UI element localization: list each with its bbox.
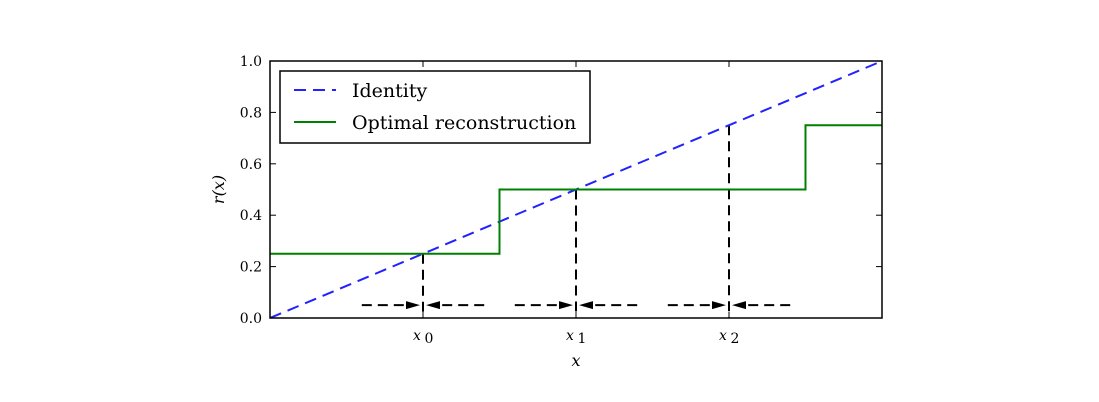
- y-axis-label: r(x): [209, 175, 228, 204]
- plot-area: [270, 61, 882, 318]
- x-tick-subscript: 2: [731, 331, 740, 347]
- x-tick-subscript: 1: [578, 331, 587, 347]
- y-tick-label: 0.0: [240, 311, 262, 327]
- legend-label: Optimal reconstruction: [352, 112, 576, 134]
- y-tick-label: 0.8: [240, 105, 262, 121]
- optimal-reconstruction-line: [270, 124, 882, 255]
- y-tick-label: 1.0: [240, 54, 262, 70]
- axes: 0.00.20.40.60.81.0x 0 x 1 x 2xr(x): [209, 54, 883, 370]
- x-tick-subscript: 0: [425, 331, 434, 347]
- arrow-head: [426, 301, 440, 310]
- y-tick-label: 0.2: [240, 260, 262, 276]
- arrow-head: [406, 301, 420, 310]
- x-tick-label: x: [566, 328, 574, 344]
- x-axis-label: x: [571, 351, 580, 370]
- legend: Identity Optimal reconstruction: [279, 70, 591, 144]
- arrow-head: [732, 301, 746, 310]
- arrow-head: [712, 301, 726, 310]
- y-tick-label: 0.6: [240, 157, 262, 173]
- legend-box: [279, 70, 591, 144]
- x-tick-label: x: [719, 328, 727, 344]
- x-tick-label: x: [413, 328, 421, 344]
- arrow-head: [559, 301, 573, 310]
- y-tick-label: 0.4: [240, 208, 262, 224]
- arrow-head: [579, 301, 593, 310]
- legend-label: Identity: [352, 80, 427, 102]
